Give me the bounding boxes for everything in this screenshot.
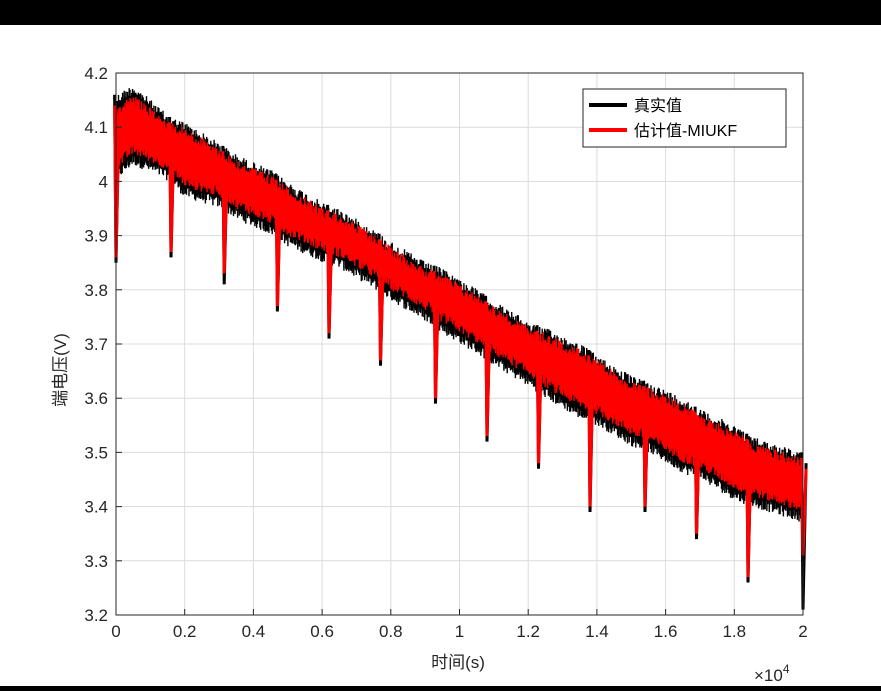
x-tick-label: 1.2 [516,622,540,641]
x-tick-label: 1 [455,622,464,641]
x-axis-ticks: 0 0.2 0.4 0.6 0.8 1 1.2 1.4 1.6 1.8 2 [111,609,808,641]
discharge-dip [587,355,595,507]
y-tick-label: 4.2 [84,64,108,83]
series-estimate-miukf [113,96,808,578]
y-tick-label: 4 [99,172,108,191]
x-tick-label: 1.8 [722,622,746,641]
legend-label-estimate: 估计值-MIUKF [634,122,737,140]
discharge-dip [274,179,282,307]
discharge-dip [745,439,753,578]
y-tick-label: 3.6 [84,389,108,408]
x-exponent-power: 4 [783,662,790,676]
x-tick-label: 1.4 [585,622,609,641]
y-tick-label: 3.2 [84,606,108,625]
discharge-dip [168,122,176,252]
y-tick-label: 3.4 [84,498,108,517]
x-tick-label: 0.8 [379,622,403,641]
discharge-dip [693,412,702,534]
series-layer [113,88,808,610]
y-tick-label: 3.8 [84,281,108,300]
x-tick-label: 0.6 [310,622,334,641]
x-tick-label: 0.2 [173,622,197,641]
y-tick-label: 3.3 [84,552,108,571]
x-exponent-base: ×10 [754,666,783,685]
discharge-dip [484,301,492,437]
legend: 真实值 估计值-MIUKF [582,88,787,148]
discharge-dip [377,239,386,361]
figure-canvas: 0 0.2 0.4 0.6 0.8 1 1.2 1.4 1.6 1.8 2 3.2 3.3 3.4 3.5… [0,25,881,686]
legend-box [582,88,787,148]
x-tick-label: 1.6 [654,622,678,641]
discharge-dip [221,151,229,274]
y-tick-label: 3.5 [84,443,108,462]
y-axis-label: 端电压(V) [51,333,70,407]
discharge-dip [642,386,650,507]
y-tick-label: 3.9 [84,227,108,246]
discharge-dip [432,271,440,399]
discharge-dip [326,210,334,334]
series-trace [115,96,804,510]
x-tick-label: 2 [798,622,807,641]
y-axis-ticks: 3.2 3.3 3.4 3.5 3.6 3.7 3.8 3.9 4 4.1 4.2 [84,64,122,625]
voltage-chart: 0 0.2 0.4 0.6 0.8 1 1.2 1.4 1.6 1.8 2 3.2 3.3 3.4 3.5… [51,64,808,685]
x-tick-label: 0 [111,622,120,641]
x-exponent-label: ×104 [754,662,790,685]
legend-label-true: 真实值 [634,97,682,115]
y-tick-label: 3.7 [84,335,108,354]
y-tick-label: 4.1 [84,118,108,137]
x-axis-label: 时间(s) [431,653,485,672]
x-tick-label: 0.4 [242,622,266,641]
discharge-dip [535,330,544,464]
